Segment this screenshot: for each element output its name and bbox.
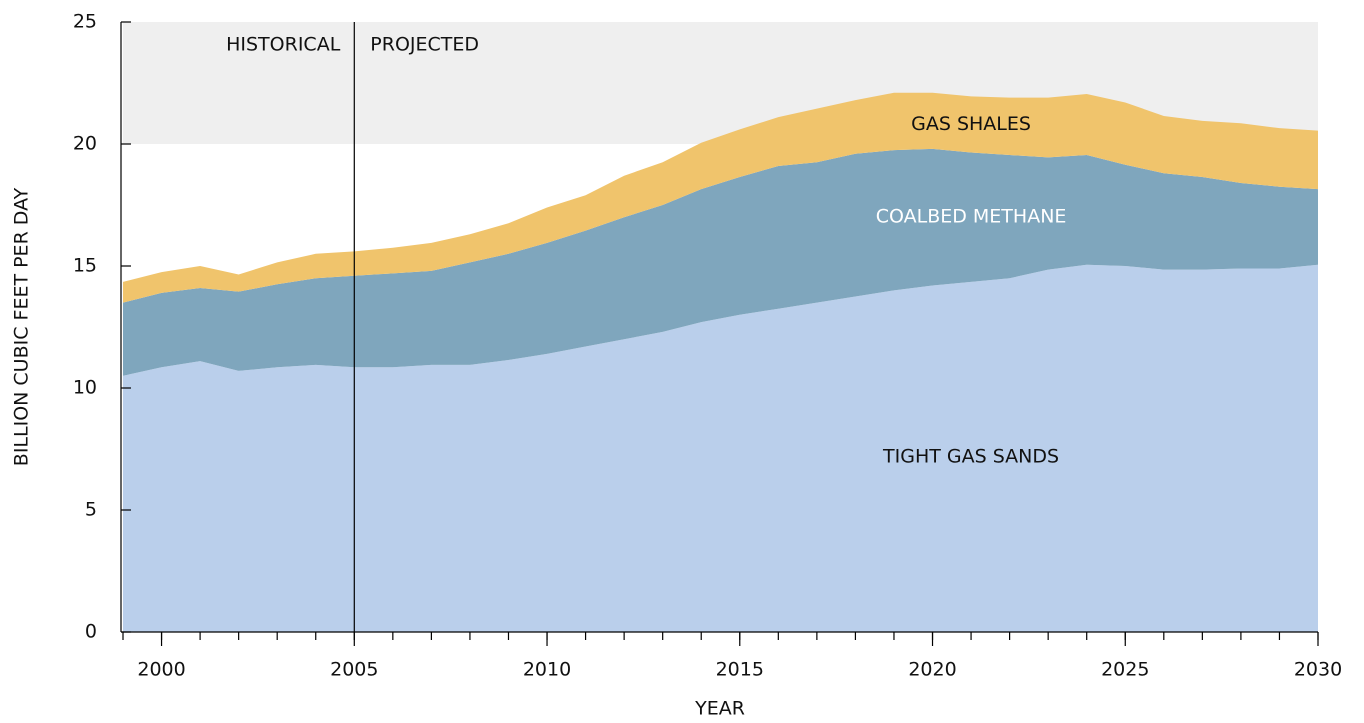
divider-left-label: HISTORICAL [226, 34, 341, 56]
x-tick-label: 2010 [523, 659, 571, 681]
y-tick-label: 25 [73, 11, 97, 33]
y-tick-label: 10 [73, 377, 97, 399]
y-tick-label: 5 [85, 499, 97, 521]
area [123, 92, 1318, 303]
x-tick-label: 2005 [330, 659, 378, 681]
x-axis-label: YEAR [694, 698, 745, 720]
x-tick-label: 2020 [908, 659, 956, 681]
series-label: GAS SHALES [911, 113, 1031, 135]
y-tick-label: 15 [73, 255, 97, 277]
divider-right-label: PROJECTED [370, 34, 479, 56]
x-tick-label: 2025 [1101, 659, 1149, 681]
x-tick-label: 2015 [716, 659, 764, 681]
area [123, 264, 1318, 632]
x-tick-label: 2030 [1294, 659, 1342, 681]
y-tick-label: 0 [85, 621, 97, 643]
series-label: TIGHT GAS SANDS [882, 445, 1059, 467]
area [123, 148, 1318, 376]
series-label: COALBED METHANE [876, 206, 1067, 228]
x-tick-label: 2000 [137, 659, 185, 681]
y-tick-label: 20 [73, 133, 97, 155]
y-axis-label: BILLION CUBIC FEET PER DAY [11, 187, 33, 466]
